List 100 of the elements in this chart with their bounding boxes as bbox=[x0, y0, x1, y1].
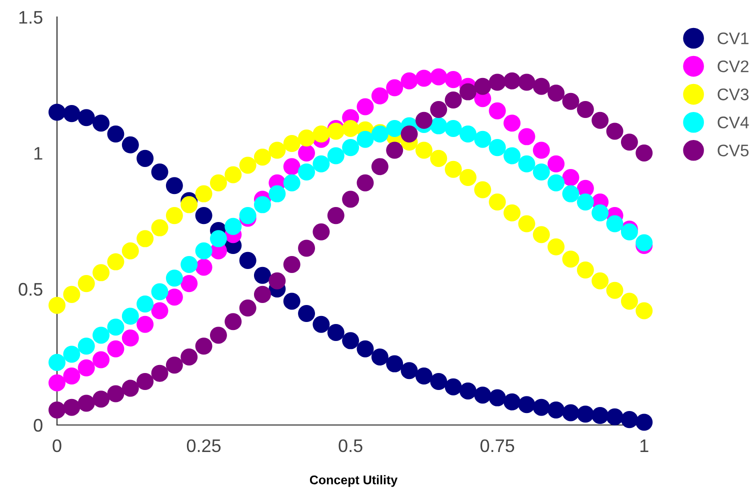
x-tick-label: 1 bbox=[640, 440, 648, 452]
point bbox=[327, 324, 344, 342]
point bbox=[166, 356, 183, 374]
point bbox=[195, 242, 212, 260]
point bbox=[532, 142, 550, 159]
point bbox=[298, 144, 316, 162]
point bbox=[166, 207, 183, 224]
point bbox=[78, 109, 95, 126]
point bbox=[195, 207, 212, 224]
point bbox=[180, 256, 198, 274]
x-axis-title: Concept Utility bbox=[310, 475, 398, 487]
point bbox=[430, 150, 448, 167]
point bbox=[415, 142, 432, 159]
point bbox=[636, 144, 653, 162]
point bbox=[444, 120, 462, 138]
point bbox=[356, 98, 374, 116]
point bbox=[548, 402, 565, 419]
point bbox=[122, 242, 139, 260]
legend-label: CV2 bbox=[718, 60, 748, 72]
point bbox=[459, 83, 476, 100]
point bbox=[166, 270, 183, 287]
point bbox=[224, 166, 242, 184]
point bbox=[592, 272, 609, 290]
point bbox=[444, 71, 462, 88]
point bbox=[78, 359, 95, 376]
point bbox=[210, 174, 227, 192]
y-tick-label: 1 bbox=[34, 147, 42, 160]
point bbox=[210, 230, 227, 248]
point bbox=[532, 398, 550, 416]
point bbox=[239, 300, 256, 317]
x-tick-label: 0.75 bbox=[480, 439, 514, 452]
x-tick-label: 0 bbox=[52, 439, 62, 452]
point bbox=[63, 368, 80, 385]
point bbox=[180, 275, 198, 292]
point bbox=[504, 72, 521, 90]
point bbox=[444, 160, 462, 178]
point bbox=[474, 130, 492, 148]
point bbox=[415, 368, 432, 385]
point bbox=[107, 385, 124, 402]
point bbox=[63, 346, 80, 363]
point bbox=[620, 411, 638, 428]
point bbox=[210, 326, 227, 344]
point bbox=[562, 168, 580, 186]
point bbox=[576, 261, 594, 278]
point bbox=[78, 275, 95, 292]
point bbox=[532, 78, 550, 95]
point bbox=[474, 386, 492, 404]
x-tick-label: 0.5 bbox=[338, 439, 362, 452]
point bbox=[444, 91, 462, 108]
point bbox=[356, 130, 374, 148]
point bbox=[166, 177, 183, 194]
point bbox=[48, 354, 66, 371]
point bbox=[122, 380, 139, 397]
point bbox=[298, 304, 316, 322]
point bbox=[298, 164, 316, 181]
point bbox=[180, 196, 198, 214]
point bbox=[151, 219, 168, 236]
point bbox=[312, 316, 330, 333]
point bbox=[283, 134, 300, 152]
point bbox=[283, 292, 300, 310]
point bbox=[430, 68, 448, 86]
point bbox=[576, 406, 594, 423]
point bbox=[107, 318, 124, 336]
legend-label: CV4 bbox=[718, 116, 749, 128]
point bbox=[576, 193, 594, 210]
y-tick-label: 0 bbox=[34, 418, 42, 432]
point bbox=[636, 302, 653, 320]
point bbox=[48, 296, 66, 314]
point bbox=[327, 147, 344, 164]
point bbox=[92, 114, 110, 132]
point bbox=[122, 308, 139, 325]
point bbox=[92, 390, 110, 408]
point bbox=[151, 283, 168, 300]
point bbox=[136, 150, 154, 167]
point bbox=[532, 164, 550, 181]
point bbox=[195, 338, 212, 355]
point bbox=[430, 117, 448, 134]
point bbox=[254, 196, 271, 214]
point bbox=[151, 364, 168, 382]
point bbox=[562, 92, 580, 110]
point bbox=[312, 155, 330, 172]
point bbox=[459, 382, 476, 400]
point bbox=[620, 292, 638, 310]
point bbox=[136, 316, 154, 333]
y-tick-label: 1.5 bbox=[19, 11, 42, 24]
point bbox=[444, 378, 462, 396]
point bbox=[474, 181, 492, 198]
point bbox=[636, 414, 653, 431]
point bbox=[107, 253, 124, 270]
point bbox=[195, 258, 212, 276]
point bbox=[63, 105, 80, 122]
point bbox=[386, 355, 404, 372]
point bbox=[195, 185, 212, 202]
point bbox=[136, 295, 154, 312]
point bbox=[504, 204, 521, 222]
point bbox=[78, 394, 95, 412]
x-tick-label: 0.25 bbox=[186, 439, 221, 452]
point bbox=[254, 266, 271, 284]
point bbox=[518, 396, 536, 414]
point bbox=[268, 142, 286, 159]
